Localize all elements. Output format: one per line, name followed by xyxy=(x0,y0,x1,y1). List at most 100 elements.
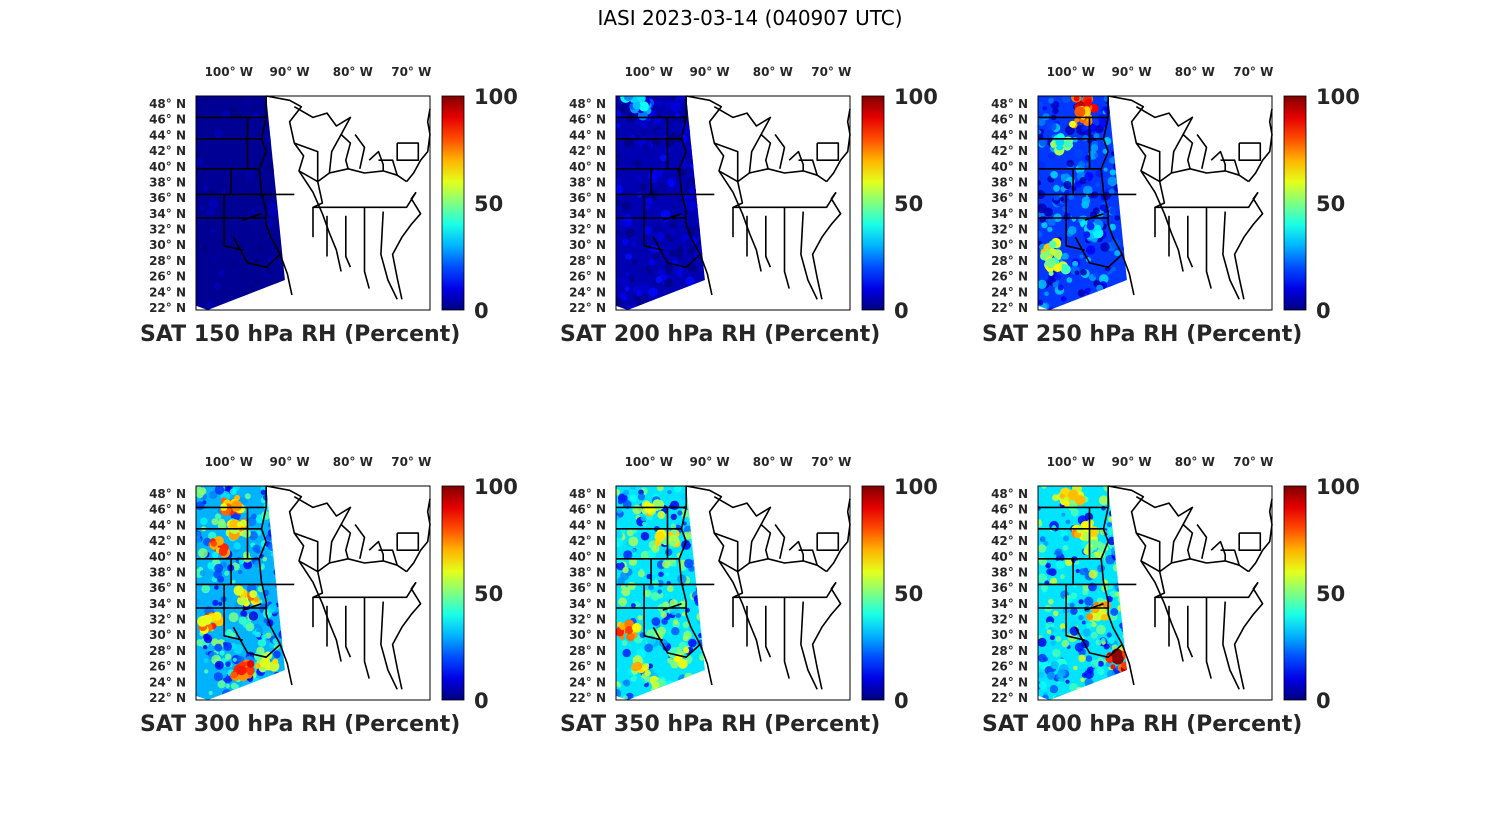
swath-speckle xyxy=(233,542,241,550)
swath-feature xyxy=(1101,613,1108,621)
lat-tick-label: 46° N xyxy=(991,503,1028,517)
lat-tick-label: 26° N xyxy=(569,660,606,674)
swath-speckle xyxy=(670,102,681,112)
swath-speckle xyxy=(1073,665,1078,671)
lat-tick-label: 30° N xyxy=(991,628,1028,642)
swath-speckle xyxy=(243,560,253,570)
swath-speckle xyxy=(1047,217,1056,226)
colorbar xyxy=(861,485,885,701)
swath-speckle xyxy=(250,209,256,215)
lat-tick-label: 22° N xyxy=(991,301,1028,315)
swath-speckle xyxy=(652,264,658,270)
swath-speckle xyxy=(1070,592,1078,600)
lat-tick-label: 48° N xyxy=(991,487,1028,501)
swath-speckle xyxy=(673,236,683,247)
panel-caption: SAT 300 hPa RH (Percent) xyxy=(140,712,461,737)
state-boundary xyxy=(816,532,840,551)
swath-speckle xyxy=(1114,215,1120,221)
swath-speckle xyxy=(261,634,267,640)
swath-feature xyxy=(1045,257,1057,269)
lat-tick-label: 46° N xyxy=(149,503,186,517)
swath-speckle xyxy=(623,262,633,272)
swath-speckle xyxy=(1080,677,1085,683)
swath-speckle xyxy=(273,650,281,659)
state-boundary xyxy=(800,211,818,300)
swath-speckle xyxy=(1039,109,1045,115)
swath-feature xyxy=(1053,249,1063,259)
state-boundary xyxy=(1135,106,1194,135)
swath-feature xyxy=(650,111,656,117)
swath-speckle xyxy=(1042,106,1047,111)
lat-tick-label: 28° N xyxy=(991,644,1028,658)
state-boundary xyxy=(363,597,370,679)
state-boundary xyxy=(798,549,818,566)
swath-speckle xyxy=(640,515,647,522)
swath-speckle xyxy=(660,121,669,130)
swath-speckle xyxy=(211,551,219,559)
state-boundary xyxy=(354,524,366,559)
swath-speckle xyxy=(1078,654,1086,663)
swath-speckle xyxy=(1039,216,1046,223)
swath-speckle xyxy=(1102,148,1108,154)
lat-tick-label: 30° N xyxy=(569,628,606,642)
swath-speckle xyxy=(214,563,224,573)
swath-feature xyxy=(1074,106,1086,118)
swath-speckle xyxy=(680,565,687,572)
swath-speckle xyxy=(679,600,686,608)
swath-speckle xyxy=(214,660,224,670)
swath-speckle xyxy=(1096,666,1103,673)
swath-speckle xyxy=(666,585,674,592)
swath-speckle xyxy=(618,499,623,505)
swath-speckle xyxy=(1085,655,1093,662)
swath-speckle xyxy=(662,172,669,179)
swath-speckle xyxy=(646,265,651,270)
swath-speckle xyxy=(1081,672,1087,678)
state-boundary xyxy=(1196,134,1208,169)
swath-speckle xyxy=(656,486,664,492)
swath-speckle xyxy=(229,488,237,495)
swath-speckle xyxy=(196,151,201,158)
swath-speckle xyxy=(616,234,622,241)
swath-feature xyxy=(218,547,228,556)
lon-tick-label: 70° W xyxy=(811,65,851,79)
lat-tick-label: 32° N xyxy=(991,613,1028,627)
swath-speckle xyxy=(1052,281,1059,288)
lat-tick-label: 38° N xyxy=(991,176,1028,190)
swath-speckle xyxy=(1081,125,1087,132)
swath-speckle xyxy=(208,254,214,260)
lon-tick-label: 90° W xyxy=(1112,455,1152,469)
state-boundary xyxy=(312,181,417,209)
swath-speckle xyxy=(1052,648,1061,658)
swath-speckle xyxy=(240,610,248,618)
swath-speckle xyxy=(674,142,685,153)
panel-caption: SAT 400 hPa RH (Percent) xyxy=(982,712,1303,737)
swath-speckle xyxy=(642,295,650,303)
swath-speckle xyxy=(1067,597,1073,603)
swath-speckle xyxy=(629,494,637,503)
swath-speckle xyxy=(1090,144,1099,152)
swath-speckle xyxy=(252,227,256,232)
state-boundary xyxy=(1108,95,1184,272)
swath-speckle xyxy=(1095,639,1102,646)
lat-tick-label: 46° N xyxy=(149,113,186,127)
colorbar-tick-label: 50 xyxy=(1316,582,1345,606)
colorbar-tick-label: 100 xyxy=(894,85,938,109)
swath-speckle xyxy=(639,127,648,136)
swath-speckle xyxy=(214,486,225,495)
swath-speckle xyxy=(684,558,694,569)
swath-feature xyxy=(1074,117,1080,123)
swath-speckle xyxy=(1090,632,1098,639)
lat-tick-label: 48° N xyxy=(569,487,606,501)
swath-speckle xyxy=(1074,270,1080,275)
state-boundary xyxy=(223,584,243,641)
state-boundary xyxy=(1084,212,1104,221)
lon-tick-label: 80° W xyxy=(1175,455,1215,469)
swath-speckle xyxy=(635,175,641,182)
swath-speckle xyxy=(248,611,259,621)
state-boundary xyxy=(1108,485,1184,662)
swath-speckle xyxy=(257,638,267,647)
lat-tick-label: 40° N xyxy=(149,160,186,174)
swath-feature xyxy=(1046,671,1056,680)
swath-speckle xyxy=(1109,223,1116,231)
swath-speckle xyxy=(1077,289,1086,297)
